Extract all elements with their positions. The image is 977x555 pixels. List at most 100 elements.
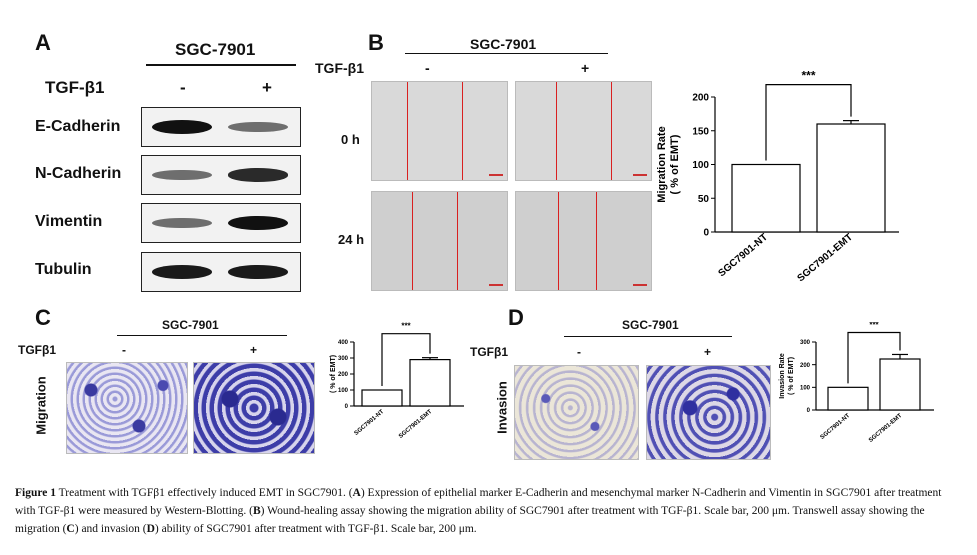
x-category-label: SGC7901-EMT bbox=[868, 413, 904, 444]
x-category-label: SGC7901-EMT bbox=[795, 232, 854, 284]
bar bbox=[361, 389, 403, 407]
panel-d-letter: D bbox=[508, 305, 524, 330]
caption-ref-c: C bbox=[66, 523, 75, 535]
panel-a-minus: - bbox=[180, 78, 186, 97]
time-label-0h: 0 h bbox=[341, 132, 360, 147]
caption-ref-a: A bbox=[352, 487, 361, 499]
wound-edge-line bbox=[412, 192, 413, 290]
panel-d-treatment-label: TGFβ1 bbox=[470, 345, 508, 359]
wound-edge-line bbox=[457, 192, 458, 290]
bar bbox=[827, 386, 869, 411]
blot-label-e-cadherin: E-Cadherin bbox=[35, 118, 121, 135]
wound-edge-line bbox=[407, 82, 408, 180]
panel-a-underline bbox=[146, 64, 296, 66]
panel-b-letter: B bbox=[368, 30, 384, 55]
significance-bracket bbox=[847, 331, 901, 384]
panel-d-minus: - bbox=[577, 345, 581, 359]
panel-b-minus: - bbox=[425, 60, 430, 76]
chart-b-migration-rate: 0 50 100 150 200 SGC7901-NT SGC7901-EMT *** Migr… bbox=[656, 69, 899, 284]
blot-strip-vimentin bbox=[141, 203, 301, 243]
caption-text-b: ) Wound-healing assay showing the migrat… bbox=[15, 505, 925, 535]
panel-d-side-label: Invasion bbox=[494, 381, 510, 434]
x-category-label: SGC7901-EMT bbox=[398, 409, 434, 440]
y-tick-label: 0 bbox=[807, 408, 811, 414]
y-tick-label: 300 bbox=[338, 356, 349, 362]
blot-band bbox=[152, 265, 212, 279]
y-tick-label: 200 bbox=[692, 93, 709, 104]
blot-label-vimentin: Vimentin bbox=[35, 213, 103, 230]
figure-caption: Figure 1 Treatment with TGFβ1 effectivel… bbox=[15, 484, 963, 538]
significance-label: *** bbox=[869, 322, 879, 329]
wound-edge-line bbox=[558, 192, 559, 290]
panel-a-plus: + bbox=[262, 78, 272, 97]
bar bbox=[879, 358, 921, 411]
y-tick-label: 0 bbox=[703, 228, 709, 239]
panel-d-cell-line: SGC-7901 bbox=[622, 318, 679, 332]
y-tick-label: 0 bbox=[345, 404, 349, 410]
y-tick-label: 300 bbox=[800, 340, 811, 346]
scale-bar bbox=[489, 284, 503, 286]
y-tick-label: 200 bbox=[800, 363, 811, 369]
caption-fig-label: Figure 1 bbox=[15, 487, 56, 499]
blot-strip-tubulin bbox=[141, 252, 301, 292]
x-category-label: SGC7901-NT bbox=[354, 409, 386, 437]
bar bbox=[731, 163, 801, 233]
caption-title: Treatment with TGFβ1 effectively induced… bbox=[56, 487, 353, 499]
panel-a-treatment-label: TGF-β1 bbox=[45, 78, 105, 97]
blot-band bbox=[152, 120, 212, 134]
blot-band bbox=[228, 168, 288, 182]
bar bbox=[409, 358, 451, 407]
panel-a-cell-line: SGC-7901 bbox=[175, 40, 256, 59]
blot-band bbox=[152, 169, 212, 181]
panel-b-underline bbox=[405, 53, 608, 54]
panel-c-underline bbox=[117, 335, 287, 336]
transwell-invasion-nt bbox=[514, 365, 639, 460]
y-tick-label: 150 bbox=[692, 126, 709, 137]
blot-strip-e-cadherin bbox=[141, 107, 301, 147]
blot-band bbox=[152, 217, 212, 229]
y-axis-label: Migration Rate bbox=[656, 126, 668, 202]
panel-c-minus: - bbox=[122, 343, 126, 357]
panel-c-treatment-label: TGFβ1 bbox=[18, 343, 56, 357]
scale-bar bbox=[633, 174, 647, 176]
x-category-label: SGC7901-NT bbox=[820, 413, 852, 441]
blot-band bbox=[228, 216, 288, 230]
wound-image-nt-24h bbox=[371, 191, 508, 291]
wound-edge-line bbox=[596, 192, 597, 290]
transwell-migration-emt bbox=[193, 362, 315, 454]
y-tick-label: 100 bbox=[800, 385, 811, 391]
y-tick-label: 200 bbox=[338, 372, 349, 378]
wound-image-nt-0h bbox=[371, 81, 508, 181]
y-axis-label: Invasion Rate bbox=[779, 353, 786, 399]
panel-c-side-label: Migration bbox=[33, 376, 49, 435]
y-axis-unit-label: ( % of EMT) bbox=[669, 134, 681, 194]
y-axis-unit-label: ( % of EMT) bbox=[330, 355, 337, 393]
panel-c-plus: + bbox=[250, 343, 258, 357]
caption-text-c: ) and invasion ( bbox=[74, 523, 147, 535]
y-tick-label: 50 bbox=[698, 194, 710, 205]
wound-edge-line bbox=[556, 82, 557, 180]
significance-label: *** bbox=[801, 69, 815, 83]
transwell-migration-nt bbox=[66, 362, 188, 454]
panel-b-plus: + bbox=[581, 60, 590, 76]
caption-text-a: ) Expression of epithelial marker E-Cadh… bbox=[15, 487, 942, 517]
chart-c-migration: 0 100 200 300 400 SGC7901-NT SGC7901-EMT *** ( %… bbox=[330, 322, 464, 440]
blot-band bbox=[228, 121, 288, 133]
blot-label-tubulin: Tubulin bbox=[35, 261, 92, 278]
blot-strip-n-cadherin bbox=[141, 155, 301, 195]
y-tick-label: 400 bbox=[338, 340, 349, 346]
wound-edge-line bbox=[462, 82, 463, 180]
panel-d-plus: + bbox=[704, 345, 712, 359]
panel-b-cell-line: SGC-7901 bbox=[470, 36, 537, 52]
significance-bracket bbox=[765, 84, 852, 161]
scale-bar bbox=[489, 174, 503, 176]
x-category-label: SGC7901-NT bbox=[716, 232, 769, 279]
significance-bracket bbox=[381, 333, 431, 386]
significance-label: *** bbox=[401, 322, 411, 331]
transwell-invasion-emt bbox=[646, 365, 771, 460]
panel-a-letter: A bbox=[35, 30, 51, 55]
wound-image-emt-0h bbox=[515, 81, 652, 181]
panel-c-letter: C bbox=[35, 305, 51, 330]
blot-band bbox=[228, 265, 288, 279]
caption-ref-b: B bbox=[252, 505, 261, 517]
